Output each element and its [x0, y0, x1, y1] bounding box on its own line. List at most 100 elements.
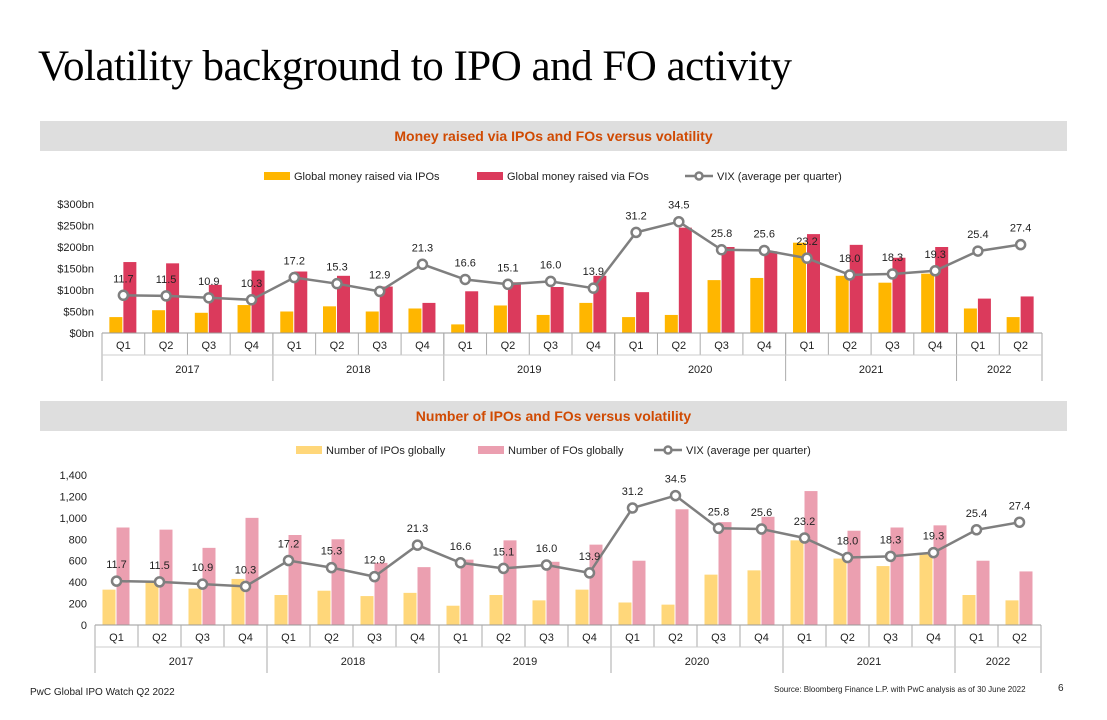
quarter-label: Q1 [625, 632, 640, 644]
bar-fo [208, 284, 222, 333]
legend-swatch-fo [478, 446, 504, 454]
bar-ipo [962, 595, 976, 625]
quarter-label: Q4 [582, 632, 597, 644]
quarter-label: Q1 [458, 340, 473, 352]
legend-label-fo: Global money raised via FOs [507, 171, 649, 183]
vix-point [1013, 516, 1026, 528]
vix-value-label: 25.4 [967, 229, 988, 241]
quarter-label: Q4 [410, 632, 425, 644]
vix-value-label: 15.1 [497, 262, 518, 274]
chart-2-title: Number of IPOs and FOs versus volatility [40, 401, 1067, 431]
vix-value-label: 21.3 [407, 523, 428, 535]
bar-ipo [280, 311, 294, 333]
legend-label-ipo: Global money raised via IPOs [294, 171, 440, 183]
vix-point [927, 546, 940, 559]
bar-ipo [921, 273, 935, 333]
bar-fo [550, 286, 564, 333]
quarter-label: Q4 [754, 632, 769, 644]
vix-value-label: 10.3 [235, 564, 256, 576]
y-tick-label: $100bn [57, 285, 94, 297]
vix-point [288, 271, 301, 284]
y-tick-label: $50bn [63, 307, 94, 319]
legend-label-ipo: Number of IPOs globally [326, 445, 446, 457]
bar-fo [123, 262, 137, 333]
bar-ipo [323, 306, 336, 333]
vix-point [1014, 238, 1027, 251]
vix-point [282, 554, 295, 567]
bar-fo [678, 227, 692, 333]
vix-point [884, 550, 897, 563]
quarter-label: Q1 [281, 632, 296, 644]
y-tick-label: $150bn [57, 264, 94, 276]
bar-ipo [152, 310, 166, 333]
bar-fo [589, 544, 603, 625]
vix-value-label: 18.3 [882, 252, 903, 264]
bar-ipo [1006, 317, 1020, 333]
bar-ipo [102, 589, 116, 625]
y-tick-label: 600 [69, 556, 87, 568]
vix-value-label: 11.7 [113, 273, 134, 285]
bar-fo [166, 263, 180, 333]
bar-ipo [833, 558, 847, 625]
vix-point [669, 489, 682, 502]
year-label: 2018 [346, 364, 370, 376]
quarter-label: Q3 [195, 632, 210, 644]
quarter-label: Q4 [928, 340, 943, 352]
vix-value-label: 21.3 [412, 242, 433, 254]
bar-ipo [878, 282, 892, 333]
vix-line [123, 220, 1021, 302]
year-label: 2022 [987, 364, 1011, 376]
vix-point [245, 294, 258, 306]
bar-fo [807, 234, 820, 333]
year-label: 2018 [341, 656, 365, 668]
vix-value-label: 27.4 [1009, 500, 1030, 512]
bar-fo [116, 527, 130, 625]
vix-point [153, 576, 166, 588]
quarter-label: Q1 [287, 340, 302, 352]
quarter-label: Q2 [671, 340, 686, 352]
bar-ipo [707, 280, 721, 333]
vix-value-label: 15.1 [493, 546, 514, 558]
year-label: 2019 [517, 364, 541, 376]
bar-ipo [579, 302, 593, 333]
bar-ipo [109, 317, 123, 333]
vix-point [626, 502, 639, 514]
bar-ipo [876, 566, 890, 625]
bar-fo [379, 286, 393, 333]
bar-fo [1020, 296, 1034, 333]
quarter-label: Q4 [586, 340, 601, 352]
quarter-label: Q1 [797, 632, 812, 644]
vix-point [160, 290, 172, 302]
vix-value-label: 16.0 [540, 259, 561, 271]
bar-ipo [403, 592, 417, 625]
vix-point [755, 523, 768, 535]
y-tick-label: $250bn [57, 221, 94, 233]
vix-value-label: 16.0 [536, 543, 557, 555]
vix-point [886, 268, 899, 280]
vix-value-label: 19.3 [923, 531, 944, 543]
vix-point [843, 269, 856, 281]
page-number: 6 [1058, 683, 1064, 694]
bar-ipo [747, 570, 761, 625]
quarter-label: Q2 [1012, 632, 1027, 644]
quarter-label: Q2 [324, 632, 339, 644]
vix-value-label: 19.3 [924, 249, 945, 261]
vix-value-label: 10.9 [198, 276, 219, 288]
vix-value-label: 11.5 [156, 274, 177, 286]
quarter-label: Q3 [711, 632, 726, 644]
y-tick-label: $0bn [70, 328, 94, 340]
vix-point [239, 580, 252, 593]
vix-value-label: 25.8 [708, 506, 729, 518]
legend-label-vix: VIX (average per quarter) [717, 171, 842, 183]
bar-fo [721, 247, 735, 333]
bar-ipo [835, 275, 849, 333]
bar-ipo [575, 589, 589, 625]
bar-ipo [793, 242, 806, 333]
year-label: 2019 [513, 656, 537, 668]
chart-1-title: Money raised via IPOs and FOs versus vol… [40, 121, 1067, 151]
vix-point [502, 278, 514, 291]
year-label: 2021 [857, 656, 881, 668]
quarter-label: Q3 [883, 632, 898, 644]
vix-point [540, 559, 553, 571]
bar-fo [849, 244, 863, 333]
